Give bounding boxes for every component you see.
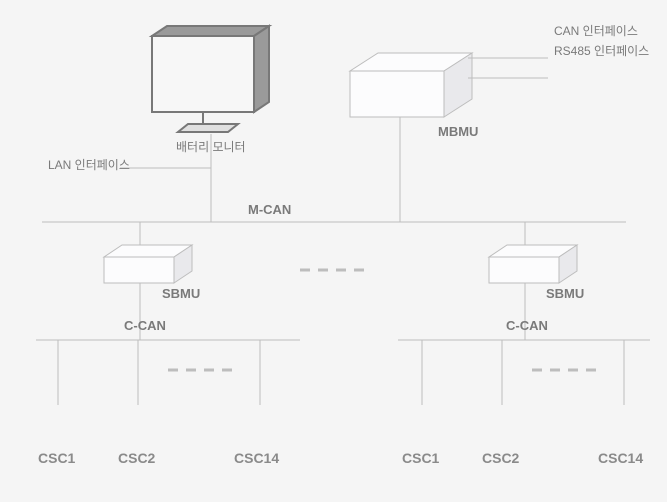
sbmu-left-label: SBMU [162, 286, 200, 301]
csc-right-2-label: CSC2 [482, 450, 519, 466]
monitor-label: 배터리 모니터 [176, 138, 246, 155]
csc-left-2-label: CSC2 [118, 450, 155, 466]
mbmu-box [350, 53, 472, 117]
rs485-if-label: RS485 인터페이스 [554, 42, 649, 59]
mcan-label: M-CAN [248, 202, 291, 217]
ccan-right-label: C-CAN [506, 318, 548, 333]
ccan-left-label: C-CAN [124, 318, 166, 333]
lan-label: LAN 인터페이스 [48, 156, 130, 173]
csc-left-1-label: CSC1 [38, 450, 75, 466]
csc-right-1-label: CSC1 [402, 450, 439, 466]
sbmu-right-label: SBMU [546, 286, 584, 301]
sbmu-left-box [104, 245, 192, 283]
can-if-label: CAN 인터페이스 [554, 22, 638, 39]
csc-left-14-label: CSC14 [234, 450, 279, 466]
battery-monitor [152, 26, 269, 132]
sbmu-right-box [489, 245, 577, 283]
mbmu-label: MBMU [438, 124, 478, 139]
diagram-canvas: #cscbox{display:none} [0, 0, 667, 502]
csc-right-14-label: CSC14 [598, 450, 643, 466]
